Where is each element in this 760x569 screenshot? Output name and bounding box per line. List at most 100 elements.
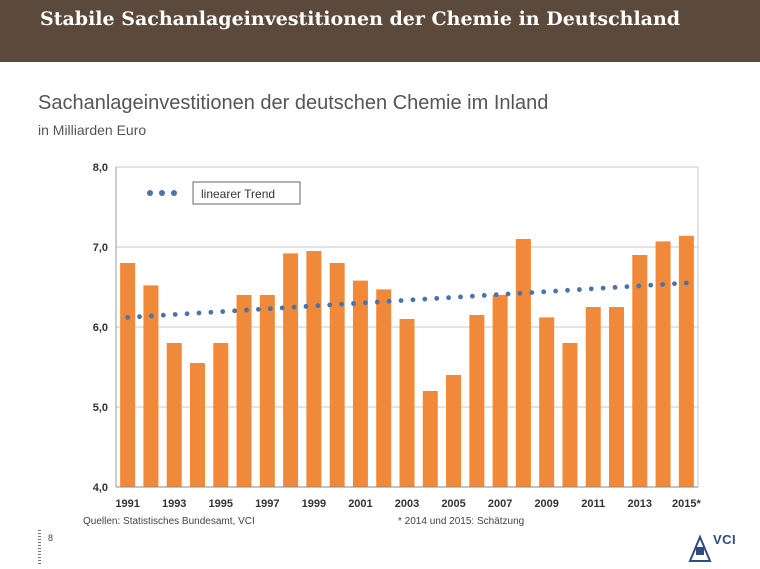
x-tick-label: 1999	[302, 498, 326, 510]
x-tick-label: 2003	[395, 498, 419, 510]
legend-dot	[147, 190, 153, 196]
trend-dot	[220, 309, 226, 314]
y-tick-label: 4,0	[93, 482, 108, 494]
bar-2003	[399, 319, 415, 487]
trend-dot	[529, 290, 535, 295]
trend-dot	[458, 294, 463, 300]
legend-dot	[171, 190, 177, 196]
source-note: Quellen: Statistisches Bundesamt, VCI	[83, 516, 255, 527]
trend-dot	[600, 285, 606, 291]
trend-dot	[648, 282, 654, 288]
trend-dot	[172, 312, 178, 317]
bar-2008	[515, 239, 531, 487]
trend-dot	[232, 308, 238, 314]
trend-dot	[244, 307, 249, 313]
bar-2014	[655, 241, 671, 487]
trend-dot	[351, 301, 356, 306]
x-tick-label: 2015*	[672, 498, 701, 510]
bar-2011	[585, 307, 601, 487]
x-tick-label: 1993	[162, 498, 186, 510]
legend: linearer Trend	[147, 181, 301, 205]
x-tick-label: 2001	[348, 498, 372, 510]
trend-dot	[339, 301, 345, 307]
bar-2004	[422, 391, 438, 487]
bar-2002	[376, 289, 392, 487]
page-number: 8	[48, 533, 54, 543]
trend-dot	[256, 306, 261, 312]
trend-dot	[208, 309, 214, 315]
trend-dot	[505, 291, 511, 297]
trend-dot	[469, 293, 475, 299]
trend-dot	[374, 299, 380, 305]
trend-dot	[386, 298, 392, 304]
trend-dot	[184, 311, 190, 317]
bar-2012	[609, 307, 625, 487]
trend-dot	[493, 292, 499, 298]
trend-dot	[517, 290, 523, 296]
trend-dot	[137, 314, 142, 320]
trend-dot	[303, 304, 309, 309]
trend-dot	[541, 289, 547, 295]
x-tick-label: 2011	[581, 498, 605, 510]
y-tick-label: 7,0	[93, 242, 108, 254]
bar-2001	[352, 280, 368, 487]
trend-dot	[481, 293, 487, 298]
trend-dot	[196, 310, 202, 316]
chart-subtitle: in Milliarden Euro	[38, 122, 147, 138]
bar-2013	[632, 255, 648, 487]
trend-line	[125, 280, 689, 320]
trend-dot	[410, 297, 416, 303]
slide-title: Stabile Sachanlageinvestitionen der Chem…	[40, 8, 681, 30]
bar-1994	[189, 363, 205, 487]
trend-dot	[125, 315, 131, 320]
page-marker	[38, 530, 41, 566]
trend-dot	[398, 298, 404, 303]
trend-dot	[660, 282, 665, 287]
vci-logo-text: VCI	[713, 532, 737, 547]
bar-1999	[306, 251, 322, 487]
bar-1995	[213, 343, 229, 487]
x-tick-label: 1995	[209, 498, 233, 510]
trend-dot	[362, 300, 368, 306]
trend-dot	[422, 296, 428, 302]
trend-dot	[149, 313, 154, 319]
bar-1998	[283, 253, 299, 487]
bar-2005	[446, 375, 462, 487]
trend-dot	[315, 303, 321, 309]
legend-dot	[159, 190, 165, 196]
trend-dot	[434, 295, 440, 301]
bar-2000	[329, 263, 345, 487]
bars	[120, 235, 694, 487]
axes: 4,0 5,0 6,0 7,0 8,0 1991 1993 1995 1997 1999 2001 2…	[93, 162, 702, 510]
bar-1992	[143, 285, 159, 487]
trend-dot	[588, 286, 594, 292]
y-tick-label: 6,0	[93, 322, 108, 334]
trend-dot	[160, 312, 166, 318]
trend-dot	[565, 287, 570, 293]
bar-2006	[469, 315, 485, 487]
legend-label: linearer Trend	[201, 187, 275, 201]
x-tick-label: 1991	[115, 498, 139, 510]
bar-2009	[539, 317, 555, 487]
trend-dot	[327, 302, 333, 308]
bar-1993	[166, 343, 182, 487]
trend-dot	[576, 287, 582, 292]
trend-dot	[636, 283, 642, 289]
trend-dot	[291, 304, 297, 310]
estimate-footnote: * 2014 und 2015: Schätzung	[398, 516, 525, 527]
bar-2010	[562, 343, 578, 487]
trend-dot	[624, 284, 630, 290]
x-tick-label: 2005	[441, 498, 465, 510]
header-banner: Stabile Sachanlageinvestitionen der Chem…	[0, 0, 760, 62]
trend-dot	[446, 295, 452, 301]
trend-dot	[672, 281, 677, 287]
trend-dot	[683, 280, 689, 286]
chart-title: Sachanlageinvestitionen der deutschen Ch…	[38, 92, 549, 114]
bar-1997	[259, 295, 275, 487]
trend-dot	[553, 288, 558, 294]
x-tick-label: 1997	[255, 498, 279, 510]
bar-2015*	[678, 235, 694, 487]
x-tick-label: 2009	[534, 498, 558, 510]
trend-dot	[612, 284, 618, 290]
